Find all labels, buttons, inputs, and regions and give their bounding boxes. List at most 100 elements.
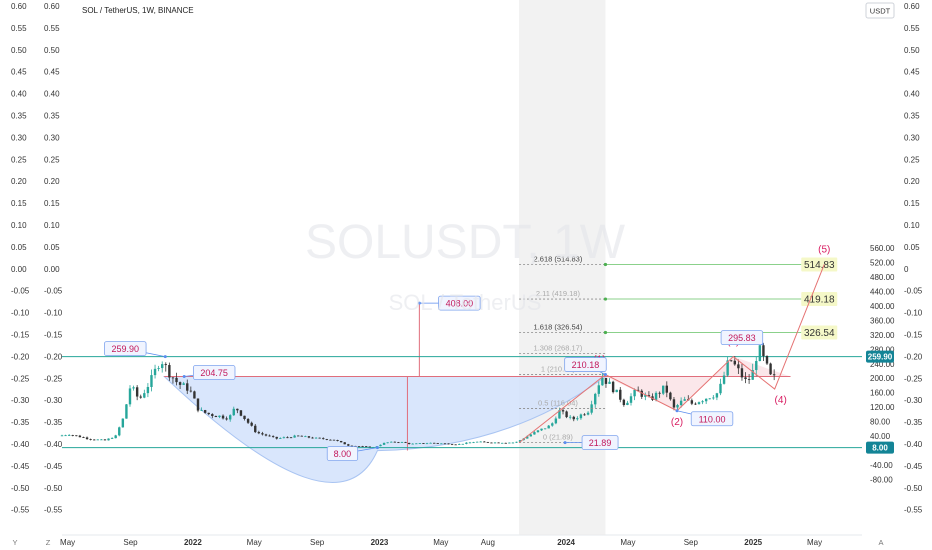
- time-axis-tick: May: [807, 538, 822, 547]
- price-axis-tick: 80.00: [870, 418, 891, 427]
- candle-body: [572, 416, 575, 420]
- candle-body: [554, 418, 558, 424]
- price-axis-tick: 440.00: [870, 288, 895, 297]
- candle-body: [597, 385, 601, 394]
- candle-body: [568, 416, 572, 418]
- candle-body: [135, 387, 139, 397]
- candle-body: [697, 402, 701, 405]
- right-scale-tick: 0.50: [904, 46, 920, 55]
- annotation-anchor: [675, 409, 679, 413]
- candle-body: [311, 437, 314, 439]
- candle-body: [475, 441, 479, 443]
- candle-body: [608, 381, 611, 384]
- right-scale-tick: 0.10: [904, 221, 920, 230]
- candle-body: [350, 445, 354, 447]
- annotation-box: [690, 411, 734, 427]
- candle-body: [429, 442, 432, 444]
- annotation-label: 21.89: [589, 438, 612, 448]
- annotation-label: 259.90: [112, 344, 140, 354]
- time-axis-tick: Aug: [481, 538, 495, 547]
- target-label: 514.83: [804, 260, 835, 271]
- annotation-label: 210.18: [572, 360, 600, 370]
- price-axis-tick: 120.00: [870, 403, 895, 412]
- price-axis-tick: -80.00: [870, 475, 893, 484]
- candle-body: [483, 441, 486, 443]
- annotation-anchor: [563, 441, 567, 445]
- candle-body: [468, 442, 472, 444]
- candle-body: [422, 443, 425, 444]
- right-scale-tick: 0.45: [904, 68, 920, 77]
- candle-body: [325, 439, 329, 440]
- annotation-anchor: [417, 301, 421, 305]
- currency-button[interactable]: USDT: [865, 2, 895, 19]
- annotation-box: [326, 446, 359, 462]
- left-scale-b-tick: -0.05: [44, 287, 63, 296]
- time-axis-tick: May: [60, 538, 75, 547]
- candle-body: [407, 442, 411, 445]
- candle-body: [71, 435, 74, 436]
- left-scale-b-tick: 0.25: [44, 155, 60, 164]
- candle-body: [726, 360, 729, 376]
- left-scale-a-tick: 0.10: [11, 221, 27, 230]
- time-axis-tick: May: [620, 538, 635, 547]
- candle-body: [228, 415, 232, 420]
- candle-body: [168, 365, 171, 378]
- candle-body: [415, 443, 418, 445]
- candle-body: [275, 436, 278, 439]
- time-range-z-label: Z: [46, 538, 51, 547]
- candle-body: [579, 414, 583, 419]
- plot-area: [62, 22, 862, 535]
- candle-body: [719, 383, 722, 394]
- fib-level-label: 2.11 (419.18): [536, 289, 581, 298]
- candle-body: [454, 444, 457, 446]
- left-scale-a-tick: -0.20: [11, 352, 30, 361]
- time-axis-tick: May: [433, 538, 448, 547]
- left-scale-b-tick: 0.60: [44, 2, 60, 11]
- time-range-y-button[interactable]: Y: [12, 538, 17, 547]
- price-axis-tick: 400.00: [870, 302, 895, 311]
- candle-body: [418, 443, 422, 444]
- annotation-box: [581, 435, 619, 450]
- candle-body: [254, 425, 257, 433]
- candle-body: [472, 442, 475, 444]
- candle-body: [239, 410, 243, 416]
- candle-body: [343, 442, 346, 445]
- price-tag-label: 8.00: [872, 444, 888, 453]
- candle-body: [493, 442, 497, 444]
- left-scale-a-tick: -0.40: [11, 440, 30, 449]
- target-anchor: [603, 297, 608, 301]
- candle-body: [386, 442, 389, 444]
- candle-body: [393, 441, 397, 443]
- candle-body: [186, 383, 189, 391]
- candle-body: [207, 412, 210, 415]
- right-scale-tick: -0.15: [904, 331, 923, 340]
- left-scale-a-tick: 0.50: [11, 46, 27, 55]
- time-axis-tick: Sep: [684, 538, 699, 547]
- left-scale-b-tick: 0.00: [44, 265, 60, 274]
- candle-body: [679, 400, 683, 406]
- candle-body: [425, 443, 429, 445]
- candle-body: [171, 377, 175, 379]
- fib-level-label: 0.5 (116.04): [538, 399, 578, 408]
- candle-body: [629, 396, 633, 403]
- candle-body: [146, 386, 150, 394]
- candle-body: [458, 444, 461, 445]
- candle-body: [490, 442, 493, 444]
- time-range-y-label: Y: [12, 538, 17, 547]
- candle-body: [737, 364, 740, 369]
- left-scale-a-tick: 0.30: [11, 133, 27, 142]
- candle-body: [318, 437, 321, 439]
- elliott-wave-label: (5): [818, 244, 830, 255]
- time-range-z-button[interactable]: Z: [46, 538, 51, 547]
- left-scale-b-tick: 0.45: [44, 68, 60, 77]
- right-scale-tick: 0.15: [904, 199, 920, 208]
- candle-body: [82, 437, 85, 438]
- candle-body: [300, 435, 303, 437]
- auto-scale-button[interactable]: A: [878, 538, 883, 547]
- candle-body: [182, 383, 185, 385]
- annotation-box: [104, 341, 147, 356]
- left-scale-a-tick: 0.55: [11, 24, 27, 33]
- candle-body: [114, 435, 117, 439]
- price-axis-tick: 200.00: [870, 374, 895, 383]
